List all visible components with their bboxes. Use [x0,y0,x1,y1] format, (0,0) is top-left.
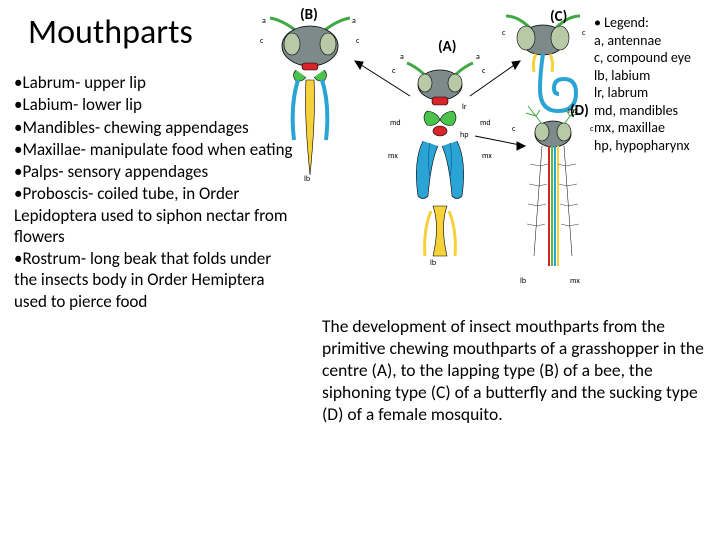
list-item: •Palps- sensory appendages [14,161,294,182]
term: Maxillae- [22,139,89,160]
tiny-label: mx [570,276,580,286]
legend: • Legend: a, antennae c, compound eye lb… [594,14,714,154]
list-item: •Maxillae- manipulate food when eating [14,139,294,160]
legend-item: a, antennae [594,32,714,50]
term: Mandibles- [22,117,103,138]
tiny-label: lb [520,276,526,286]
tiny-label: c [582,28,585,38]
tiny-label: a [262,16,266,26]
tiny-label: a [476,52,480,62]
term: Proboscis- [22,183,97,204]
tiny-label: c [260,36,263,46]
list-item: •Rostrum- long beak that folds under the… [14,248,294,312]
tiny-label: mx [568,106,578,116]
panel-a-grasshopper [407,63,473,256]
tiny-label: c [502,28,505,38]
legend-item: md, mandibles [594,102,714,120]
panel-label-a: (A) [438,38,456,56]
tiny-label: mx [388,151,398,161]
term: Labium- [22,94,82,115]
tiny-label: c [482,66,485,76]
legend-item: lb, labium [594,67,714,85]
tiny-label: c [590,124,593,134]
desc: chewing appendages [104,117,249,138]
tiny-label: c [392,66,395,76]
page-title: Mouthparts [28,12,193,53]
list-item: •Labium- lower lip [14,94,294,115]
panel-d-mosquito [526,106,580,266]
tiny-label: lb [430,258,436,268]
legend-item: lr, labrum [594,84,714,102]
tiny-label: lr [462,102,467,112]
tiny-label: a [400,52,404,62]
definitions-list: •Labrum- upper lip •Labium- lower lip •M… [14,72,294,313]
tiny-label: c [356,36,359,46]
legend-item: mx, maxillae [594,119,714,137]
term: Palps- [22,161,67,182]
tiny-label: mx [482,151,492,161]
list-item: •Proboscis- coiled tube, in Order Lepido… [14,183,294,247]
desc: sensory appendages [67,161,208,182]
tiny-label: md [390,118,401,128]
term: Rostrum- [22,248,90,269]
term: Labrum- [22,72,84,93]
panel-b-bee [270,18,350,175]
mouthparts-diagram: (B) (A) (C) (D) [260,6,600,306]
list-item: •Labrum- upper lip [14,72,294,93]
desc: lower lip [82,94,142,115]
desc: upper lip [84,72,146,93]
tiny-label: lb [304,174,310,184]
caption-text: The development of insect mouthparts fro… [322,316,706,425]
panel-label-c: (C) [550,8,567,26]
list-item: •Mandibles- chewing appendages [14,117,294,138]
tiny-label: md [480,118,491,128]
legend-item: hp, hypopharynx [594,137,714,155]
tiny-label: a [352,16,356,26]
tiny-label: hp [460,130,468,140]
legend-heading: • Legend: [594,14,714,32]
tiny-label: c [512,124,515,134]
legend-item: c, compound eye [594,49,714,67]
panel-label-b: (B) [300,6,318,24]
